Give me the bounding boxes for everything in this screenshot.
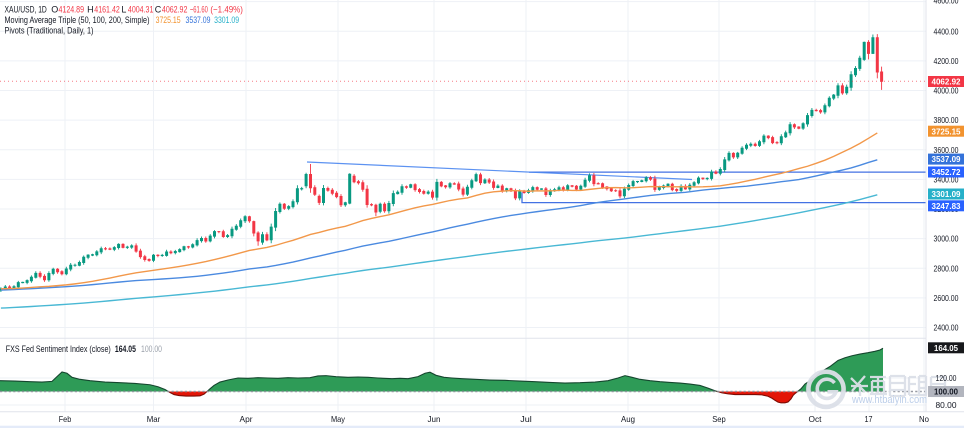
svg-text:XAU/USD, 1D: XAU/USD, 1D bbox=[5, 5, 48, 15]
svg-text:www.htbaiyin.com: www.htbaiyin.com bbox=[851, 394, 927, 406]
svg-text:3537.09: 3537.09 bbox=[932, 154, 961, 164]
svg-text:80.00: 80.00 bbox=[936, 400, 957, 410]
svg-text:3301.09: 3301.09 bbox=[932, 189, 961, 199]
svg-text:3247.83: 3247.83 bbox=[932, 201, 961, 211]
svg-text:Moving Average Triple (50, 100: Moving Average Triple (50, 100, 200, Sim… bbox=[5, 15, 150, 25]
svg-text:3537.09: 3537.09 bbox=[186, 15, 211, 25]
svg-text:3000.00: 3000.00 bbox=[934, 234, 959, 244]
svg-text:C: C bbox=[155, 5, 162, 15]
svg-text:Feb: Feb bbox=[59, 414, 72, 424]
svg-text:120.00: 120.00 bbox=[936, 373, 957, 383]
svg-text:−61.60: −61.60 bbox=[190, 5, 208, 15]
svg-text:4161.42: 4161.42 bbox=[94, 5, 120, 15]
svg-text:3301.09: 3301.09 bbox=[214, 15, 239, 25]
svg-text:O: O bbox=[51, 5, 58, 15]
svg-text:Aug: Aug bbox=[621, 414, 635, 424]
svg-text:3400.00: 3400.00 bbox=[934, 174, 959, 184]
svg-text:100.00: 100.00 bbox=[141, 344, 162, 354]
svg-text:4062.92: 4062.92 bbox=[162, 5, 188, 15]
svg-text:17: 17 bbox=[865, 414, 873, 424]
svg-text:3725.15: 3725.15 bbox=[156, 15, 181, 25]
svg-text:164.05: 164.05 bbox=[115, 344, 136, 354]
svg-text:4200.00: 4200.00 bbox=[934, 56, 959, 66]
svg-text:3725.15: 3725.15 bbox=[932, 126, 961, 136]
svg-text:Apr: Apr bbox=[240, 414, 253, 424]
svg-text:L: L bbox=[121, 5, 126, 15]
svg-text:2800.00: 2800.00 bbox=[934, 263, 959, 273]
svg-text:Sep: Sep bbox=[712, 414, 726, 424]
svg-text:164.05: 164.05 bbox=[934, 343, 958, 353]
svg-text:3452.72: 3452.72 bbox=[932, 167, 961, 177]
svg-text:3600.00: 3600.00 bbox=[934, 145, 959, 155]
svg-text:3800.00: 3800.00 bbox=[934, 115, 959, 125]
svg-text:4000.00: 4000.00 bbox=[934, 86, 959, 96]
svg-text:Pivots (Traditional, Daily, 1): Pivots (Traditional, Daily, 1) bbox=[5, 26, 94, 36]
svg-text:4062.92: 4062.92 bbox=[932, 77, 961, 87]
svg-text:4600.00: 4600.00 bbox=[934, 0, 959, 5]
svg-text:H: H bbox=[87, 5, 94, 15]
svg-text:(−1.49%): (−1.49%) bbox=[210, 5, 243, 15]
svg-text:FXS Fed Sentiment Index (close: FXS Fed Sentiment Index (close) bbox=[6, 344, 111, 354]
svg-text:Mar: Mar bbox=[147, 414, 161, 424]
svg-text:Jul: Jul bbox=[520, 414, 532, 424]
svg-text:4400.00: 4400.00 bbox=[934, 26, 959, 36]
svg-text:100.00: 100.00 bbox=[934, 387, 958, 397]
svg-text:No: No bbox=[919, 414, 929, 424]
svg-text:2600.00: 2600.00 bbox=[934, 293, 959, 303]
svg-text:4004.31: 4004.31 bbox=[128, 5, 153, 15]
svg-text:2400.00: 2400.00 bbox=[934, 323, 959, 333]
svg-text:4124.89: 4124.89 bbox=[59, 5, 85, 15]
svg-text:May: May bbox=[331, 414, 346, 424]
svg-text:Oct: Oct bbox=[809, 414, 823, 424]
svg-text:Jun: Jun bbox=[428, 414, 441, 424]
